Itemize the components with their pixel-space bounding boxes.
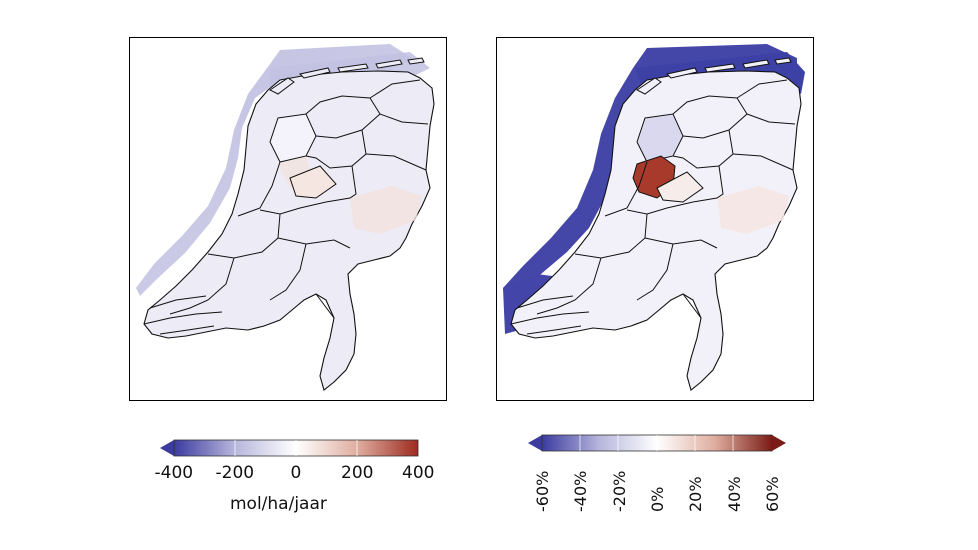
- coastal-sea-shading: [136, 44, 415, 296]
- zeeland-estuaries: [510, 295, 590, 335]
- colorbar-absolute: [160, 437, 420, 459]
- colorbar-relative-tick-label: -20%: [609, 470, 629, 512]
- province-borders: [536, 79, 796, 319]
- colorbar-absolute-tick-label: -400: [154, 463, 194, 483]
- colorbar-absolute-tick-label: 400: [402, 463, 435, 483]
- coastal-sea-strong: [503, 44, 797, 306]
- colorbar-relative-extend-left: [528, 435, 542, 451]
- colorbar-absolute-unit-label: mol/ha/jaar: [230, 494, 327, 514]
- zeeland-estuaries: [143, 295, 223, 335]
- map-panel-absolute: [129, 37, 447, 401]
- colorbar-absolute-extend-left: [160, 440, 174, 456]
- colorbar-relative-tick-label: 20%: [686, 476, 706, 512]
- colorbar-relative-tick-label: 60%: [763, 476, 782, 512]
- wadden-islands: [269, 57, 425, 95]
- colorbar-relative: [528, 432, 788, 454]
- warm-patch-east: [717, 186, 789, 234]
- map-panel-relative: [496, 37, 814, 401]
- flevoland: [656, 171, 704, 203]
- warm-patch-east: [350, 186, 422, 234]
- colorbar-relative-tick-label: 40%: [724, 476, 744, 512]
- colorbar-relative-tick-label: -40%: [571, 470, 591, 512]
- colorbar-absolute-tick-label: 200: [341, 463, 374, 483]
- flevoland: [289, 165, 337, 199]
- wadden-islands: [636, 57, 792, 95]
- province-borders: [169, 79, 429, 319]
- colorbar-absolute-tick-label: 0: [290, 463, 302, 483]
- colorbar-relative-tick-label: -60%: [533, 470, 552, 512]
- colorbar-relative-tick-label: 0%: [648, 486, 667, 512]
- country-land: [143, 70, 435, 391]
- colorbar-absolute-tick-label: -200: [215, 463, 255, 483]
- colorbar-relative-extend-right: [772, 435, 786, 451]
- netherlands-map-relative: [503, 44, 805, 391]
- country-land: [510, 70, 802, 391]
- netherlands-map-absolute: [136, 44, 435, 391]
